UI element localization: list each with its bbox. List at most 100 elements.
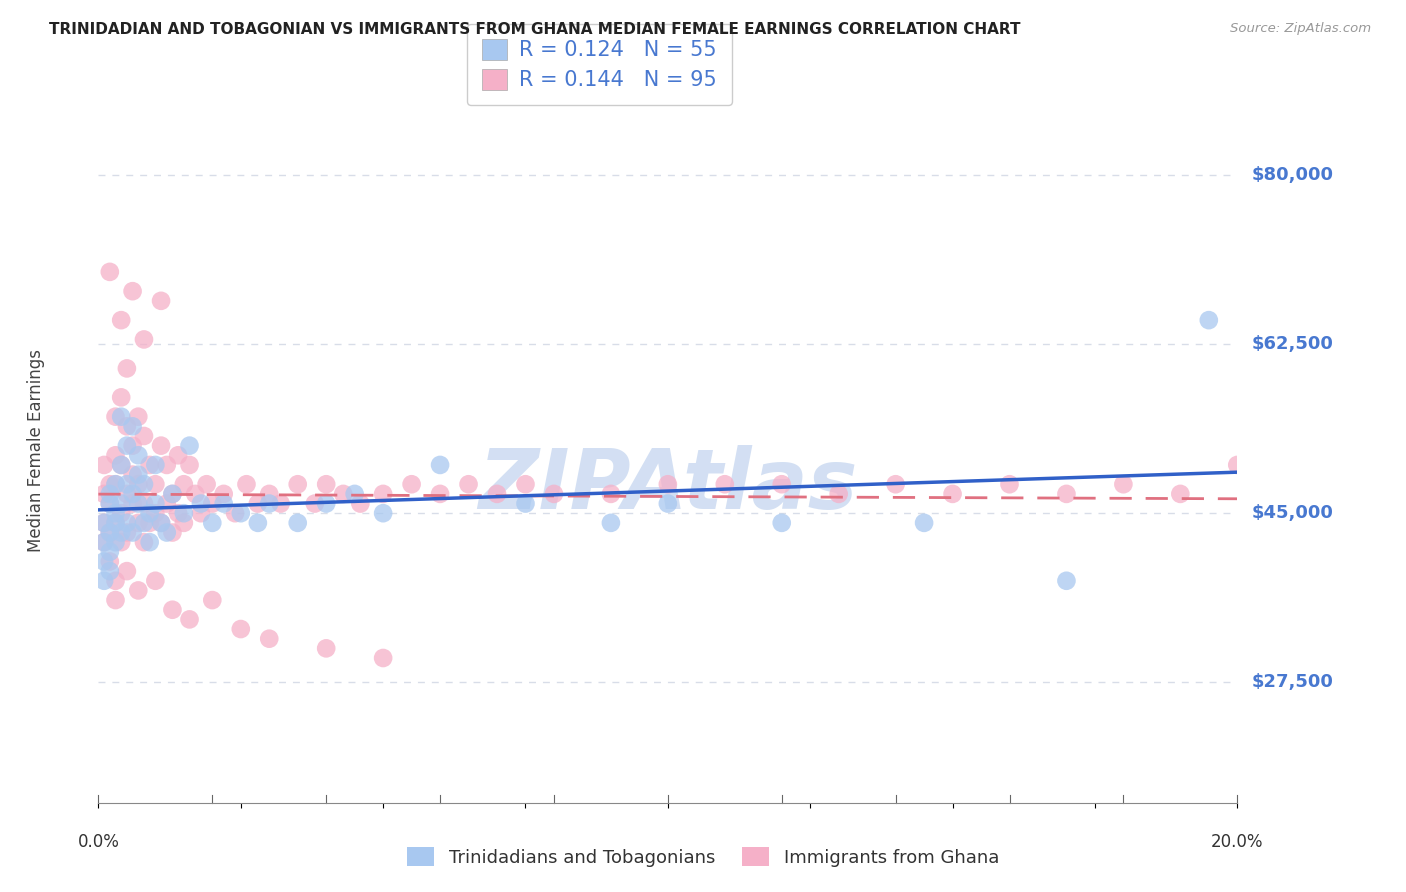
- Point: [600, 516, 623, 530]
- Point: [179, 439, 201, 453]
- Point: [98, 525, 121, 540]
- Point: [121, 419, 143, 434]
- Point: [104, 516, 127, 530]
- Point: [104, 448, 127, 462]
- Text: $80,000: $80,000: [1251, 166, 1333, 185]
- Point: [1112, 477, 1135, 491]
- Point: [315, 477, 337, 491]
- Point: [259, 497, 281, 511]
- Point: [115, 564, 138, 578]
- Point: [110, 525, 132, 540]
- Point: [1226, 458, 1249, 472]
- Point: [259, 632, 281, 646]
- Point: [429, 487, 451, 501]
- Point: [127, 583, 149, 598]
- Point: [115, 477, 138, 491]
- Point: [1170, 487, 1192, 501]
- Point: [145, 506, 167, 520]
- Point: [332, 487, 354, 501]
- Point: [190, 506, 212, 520]
- Point: [657, 497, 679, 511]
- Point: [150, 516, 173, 530]
- Point: [132, 429, 155, 443]
- Point: [104, 477, 127, 491]
- Point: [150, 439, 173, 453]
- Point: [110, 409, 132, 424]
- Point: [156, 497, 179, 511]
- Point: [121, 497, 143, 511]
- Text: ZIPAtlas: ZIPAtlas: [478, 445, 858, 526]
- Point: [315, 641, 337, 656]
- Point: [121, 487, 143, 501]
- Point: [132, 333, 155, 347]
- Point: [486, 487, 509, 501]
- Point: [115, 487, 138, 501]
- Point: [110, 458, 132, 472]
- Point: [515, 477, 537, 491]
- Point: [145, 458, 167, 472]
- Point: [373, 487, 395, 501]
- Point: [121, 284, 143, 298]
- Point: [600, 487, 623, 501]
- Point: [1056, 487, 1078, 501]
- Point: [162, 603, 184, 617]
- Point: [98, 554, 121, 568]
- Point: [212, 497, 235, 511]
- Point: [1056, 574, 1078, 588]
- Point: [150, 293, 173, 308]
- Point: [110, 497, 132, 511]
- Point: [184, 487, 207, 501]
- Point: [93, 554, 115, 568]
- Point: [138, 535, 160, 549]
- Point: [115, 419, 138, 434]
- Point: [93, 535, 115, 549]
- Text: Median Female Earnings: Median Female Earnings: [27, 349, 45, 552]
- Text: Source: ZipAtlas.com: Source: ZipAtlas.com: [1230, 22, 1371, 36]
- Point: [543, 487, 565, 501]
- Point: [98, 525, 121, 540]
- Point: [173, 477, 195, 491]
- Point: [104, 535, 127, 549]
- Point: [162, 487, 184, 501]
- Point: [224, 506, 246, 520]
- Point: [104, 409, 127, 424]
- Point: [173, 506, 195, 520]
- Point: [138, 506, 160, 520]
- Point: [229, 622, 252, 636]
- Point: [179, 458, 201, 472]
- Legend: R = 0.124   N = 55, R = 0.144   N = 95: R = 0.124 N = 55, R = 0.144 N = 95: [467, 24, 731, 105]
- Point: [93, 516, 115, 530]
- Point: [201, 593, 224, 607]
- Point: [429, 458, 451, 472]
- Point: [115, 516, 138, 530]
- Point: [110, 506, 132, 520]
- Point: [912, 516, 935, 530]
- Point: [132, 516, 155, 530]
- Point: [98, 497, 121, 511]
- Point: [121, 439, 143, 453]
- Point: [162, 487, 184, 501]
- Point: [93, 574, 115, 588]
- Point: [115, 361, 138, 376]
- Point: [145, 497, 167, 511]
- Point: [121, 467, 143, 482]
- Point: [828, 487, 851, 501]
- Point: [287, 516, 309, 530]
- Point: [315, 497, 337, 511]
- Point: [770, 516, 793, 530]
- Point: [179, 612, 201, 626]
- Point: [235, 477, 257, 491]
- Point: [770, 477, 793, 491]
- Text: 20.0%: 20.0%: [1211, 833, 1264, 851]
- Point: [212, 487, 235, 501]
- Point: [167, 448, 190, 462]
- Point: [132, 497, 155, 511]
- Text: $62,500: $62,500: [1251, 335, 1333, 353]
- Point: [115, 439, 138, 453]
- Point: [132, 535, 155, 549]
- Point: [201, 497, 224, 511]
- Point: [127, 448, 149, 462]
- Point: [115, 525, 138, 540]
- Text: 0.0%: 0.0%: [77, 833, 120, 851]
- Text: $45,000: $45,000: [1251, 504, 1333, 522]
